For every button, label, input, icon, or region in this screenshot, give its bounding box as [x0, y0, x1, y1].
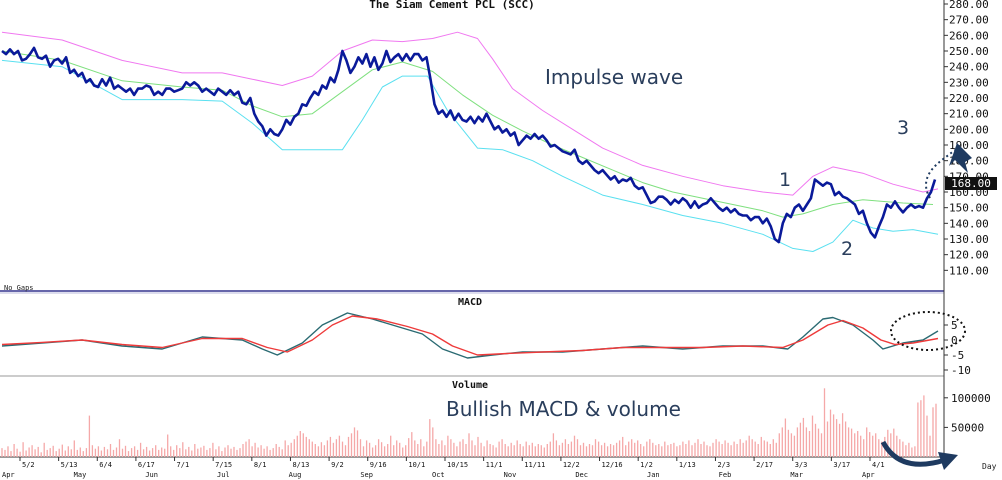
bullish-annotation: Bullish MACD & volume	[446, 397, 681, 421]
x-date-label: 5/13	[61, 461, 78, 469]
x-month-label: Mar	[790, 471, 803, 479]
price-y-tick-label: 270.00	[949, 14, 989, 27]
volume-curved-arrow	[880, 440, 946, 467]
last-price-tag: 168.00	[945, 177, 997, 190]
wave-1-label: 1	[779, 169, 791, 191]
x-date-label: 12/16	[602, 461, 623, 469]
macd-y-axis: 5 0 -5 -10	[944, 319, 971, 377]
x-month-label: Apr	[2, 471, 15, 479]
price-y-tick-label: 130.00	[949, 233, 989, 246]
x-date-label: 3/17	[833, 461, 850, 469]
volume-y-axis: 100000 50000	[944, 392, 991, 434]
x-date-label: 4/1	[872, 461, 885, 469]
macd-highlight-ellipse	[890, 311, 966, 351]
series-line-macd	[1, 312, 939, 359]
x-date-label: 6/17	[138, 461, 155, 469]
no-gaps-note: No Gaps	[4, 284, 34, 292]
last-price-box	[945, 177, 997, 190]
x-month-label: May	[74, 471, 87, 479]
series-line-price	[1, 46, 937, 244]
x-date-label: 12/2	[563, 461, 580, 469]
price-y-tick-label: 260.00	[949, 29, 989, 42]
price-y-tick-label: 220.00	[949, 92, 989, 105]
x-date-label: 11/1	[486, 461, 503, 469]
series-line-signal	[1, 315, 939, 356]
x-month-label: Aug	[289, 471, 302, 479]
x-date-label: 2/17	[756, 461, 773, 469]
x-date-label: 5/2	[22, 461, 35, 469]
volume-title: Volume	[452, 380, 488, 391]
price-y-axis: 110.00120.00130.00140.00150.00160.00170.…	[944, 0, 989, 277]
x-month-label: Oct	[432, 471, 445, 479]
macd-y-tick-label: 0	[951, 334, 958, 347]
macd-panel-lines	[1, 312, 939, 359]
x-date-label: 6/4	[99, 461, 112, 469]
x-month-label: Jan	[647, 471, 660, 479]
x-date-label: 9/2	[331, 461, 344, 469]
x-date-label: 11/11	[524, 461, 545, 469]
x-month-label: Dec	[575, 471, 588, 479]
price-y-tick-label: 210.00	[949, 108, 989, 121]
x-month-label: Nov	[504, 471, 517, 479]
x-month-label: Jul	[217, 471, 230, 479]
x-month-label: Sep	[360, 471, 373, 479]
wave-3-label: 3	[897, 117, 909, 139]
x-date-label: 7/1	[177, 461, 190, 469]
x-date-label: 7/15	[215, 461, 232, 469]
x-date-label: 8/13	[292, 461, 309, 469]
price-y-tick-label: 140.00	[949, 217, 989, 230]
x-date-label: 10/15	[447, 461, 468, 469]
volume-bars	[1, 388, 937, 457]
x-date-label: 2/3	[717, 461, 730, 469]
macd-y-tick-label: -10	[951, 364, 971, 377]
x-date-label: 1/2	[640, 461, 653, 469]
macd-y-tick-label: -5	[951, 349, 964, 362]
volume-arrow-head-icon	[938, 452, 958, 470]
macd-title: MACD	[458, 297, 482, 308]
x-date-label: 1/13	[679, 461, 696, 469]
price-chart-title: The Siam Cement PCL (SCC)	[369, 0, 535, 11]
series-line-bb_lower	[1, 59, 939, 252]
price-y-tick-label: 250.00	[949, 45, 989, 58]
x-date-label: 10/1	[408, 461, 425, 469]
series-line-bb_upper	[1, 31, 939, 196]
series-line-ma	[1, 50, 934, 218]
last-price-label: 168.00	[951, 177, 991, 190]
wave-3-arrow-icon	[949, 143, 972, 173]
price-y-tick-label: 110.00	[949, 264, 989, 277]
impulse-wave-annotation: Impulse wave	[545, 65, 683, 89]
x-date-label: 3/3	[795, 461, 808, 469]
volume-y-tick-label: 50000	[951, 421, 984, 434]
volume-y-tick-label: 100000	[951, 392, 991, 405]
wave-2-label: 2	[841, 238, 853, 260]
x-axis: 5/2 5/13 6/4 6/17 7/1 7/15 8/1 8/13 9/2 9/16 10/1 1…	[2, 457, 885, 479]
price-y-tick-label: 280.00	[949, 0, 989, 11]
price-y-tick-label: 230.00	[949, 76, 989, 89]
x-date-label: 9/16	[370, 461, 387, 469]
price-y-tick-label: 240.00	[949, 61, 989, 74]
x-month-label: Feb	[719, 471, 732, 479]
x-axis-unit-label: Day	[982, 462, 997, 471]
price-y-tick-label: 120.00	[949, 249, 989, 262]
x-date-label: 8/1	[254, 461, 267, 469]
price-y-tick-label: 150.00	[949, 202, 989, 215]
x-month-label: Apr	[862, 471, 875, 479]
x-month-label: Jun	[145, 471, 158, 479]
macd-y-tick-label: 5	[951, 319, 958, 332]
price-y-tick-label: 200.00	[949, 123, 989, 136]
price-panel-lines	[1, 31, 939, 252]
